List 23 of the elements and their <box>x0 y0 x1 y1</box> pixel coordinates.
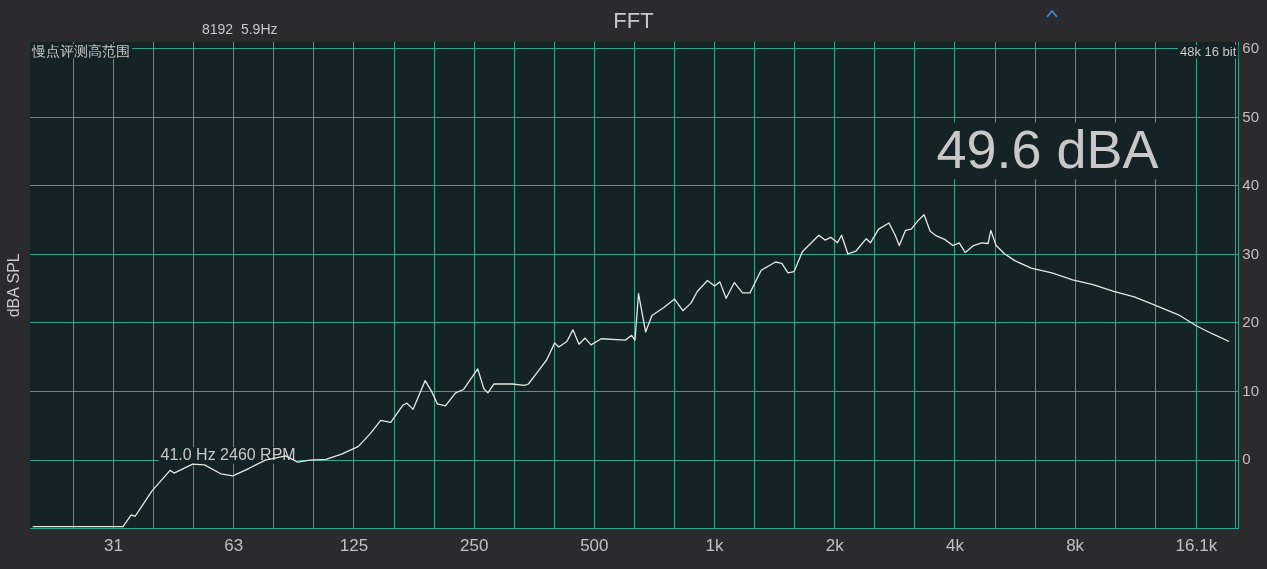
y-tick-label: 10 <box>1242 381 1259 399</box>
x-tick-label: 2k <box>825 536 845 556</box>
x-tick-label: 125 <box>339 536 369 556</box>
annotation: 49.6 dBA <box>936 119 1159 180</box>
x-tick-label: 63 <box>224 536 244 556</box>
x-tick-label: 8k <box>1066 536 1085 556</box>
y-tick-label: 40 <box>1242 176 1259 194</box>
y-axis-title: dBA SPL <box>5 253 22 318</box>
chart-subtitle: 8192 5.9Hz <box>202 21 278 37</box>
y-tick-label: 20 <box>1242 313 1259 331</box>
annotation: 慢点评测高范围 <box>31 43 130 59</box>
chart-title: FFT <box>613 8 654 33</box>
y-tick-label: 50 <box>1242 107 1259 125</box>
y-tick-label: 0 <box>1242 450 1251 468</box>
x-tick-label: 1k <box>705 536 725 556</box>
y-tick-label: 60 <box>1242 38 1259 56</box>
x-tick-label: 31 <box>104 536 124 556</box>
x-tick-label: 250 <box>459 536 489 556</box>
annotation: 48k 16 bit <box>1179 44 1237 59</box>
x-tick-label: 500 <box>580 536 609 556</box>
x-tick-label: 4k <box>945 536 965 556</box>
y-tick-label: 30 <box>1242 244 1259 262</box>
x-tick-label: 16.1k <box>1175 536 1218 556</box>
